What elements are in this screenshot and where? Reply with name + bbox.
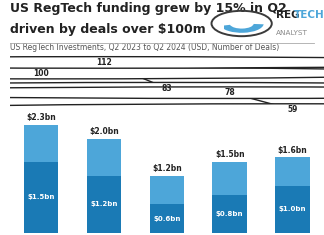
Wedge shape xyxy=(220,24,264,33)
Text: $1.5bn: $1.5bn xyxy=(215,150,245,159)
Text: $2.0bn: $2.0bn xyxy=(89,127,119,136)
Text: 112: 112 xyxy=(96,58,112,67)
Bar xyxy=(213,162,247,233)
Bar xyxy=(213,195,247,233)
Circle shape xyxy=(0,87,324,98)
Text: 78: 78 xyxy=(224,88,235,97)
Text: $1.2bn: $1.2bn xyxy=(90,201,118,208)
Text: $1.5bn: $1.5bn xyxy=(28,194,55,200)
Bar xyxy=(150,204,184,233)
Bar xyxy=(150,176,184,233)
Circle shape xyxy=(0,67,324,79)
Text: 83: 83 xyxy=(162,84,172,93)
Text: $0.8bn: $0.8bn xyxy=(216,211,243,217)
Bar xyxy=(275,157,310,233)
Bar xyxy=(24,125,58,233)
Bar xyxy=(275,186,310,233)
Text: US RegTech Investments, Q2 2023 to Q2 2024 (USD, Number of Deals): US RegTech Investments, Q2 2023 to Q2 20… xyxy=(10,43,279,51)
Bar xyxy=(24,162,58,233)
Text: driven by deals over $100m: driven by deals over $100m xyxy=(10,23,205,36)
Text: $1.6bn: $1.6bn xyxy=(278,146,307,155)
Text: $2.3bn: $2.3bn xyxy=(26,113,56,122)
Text: $1.2bn: $1.2bn xyxy=(152,164,182,173)
Circle shape xyxy=(0,104,324,115)
Text: TECH: TECH xyxy=(295,10,324,20)
Circle shape xyxy=(232,19,252,28)
Text: ANALYST: ANALYST xyxy=(276,30,308,36)
Text: 59: 59 xyxy=(287,105,298,114)
Text: $0.6bn: $0.6bn xyxy=(153,215,180,222)
Bar xyxy=(87,176,121,233)
Text: 100: 100 xyxy=(33,69,49,78)
Text: $1.0bn: $1.0bn xyxy=(279,206,306,212)
Text: US RegTech funding grew by 15% in Q2: US RegTech funding grew by 15% in Q2 xyxy=(10,2,286,15)
Circle shape xyxy=(0,57,324,68)
Bar xyxy=(87,139,121,233)
Circle shape xyxy=(0,82,324,94)
Text: REG: REG xyxy=(276,10,299,20)
